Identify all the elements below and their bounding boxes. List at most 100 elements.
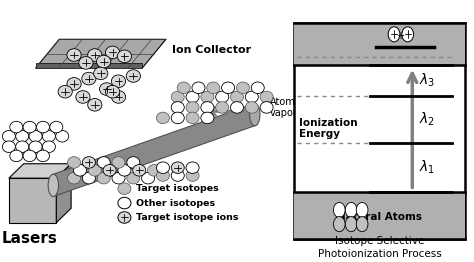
Text: Isotope Selective
Photoionization Process: Isotope Selective Photoionization Proces… <box>318 236 441 259</box>
Circle shape <box>230 102 244 113</box>
Text: $\lambda_1$: $\lambda_1$ <box>419 159 435 176</box>
Circle shape <box>251 82 264 94</box>
Circle shape <box>111 75 126 88</box>
Circle shape <box>97 55 111 68</box>
Circle shape <box>97 172 110 184</box>
Circle shape <box>186 91 199 103</box>
Circle shape <box>93 67 108 80</box>
Polygon shape <box>53 103 255 196</box>
Circle shape <box>23 150 36 162</box>
Circle shape <box>171 162 184 173</box>
Ellipse shape <box>48 174 58 196</box>
Circle shape <box>56 130 69 142</box>
Circle shape <box>221 82 235 94</box>
Circle shape <box>230 91 244 103</box>
Circle shape <box>111 91 126 103</box>
Circle shape <box>88 99 102 111</box>
Circle shape <box>171 170 184 181</box>
Circle shape <box>246 91 258 103</box>
Circle shape <box>79 57 93 69</box>
Circle shape <box>186 112 199 124</box>
Polygon shape <box>9 164 71 178</box>
Circle shape <box>88 165 101 176</box>
Circle shape <box>118 50 132 63</box>
Circle shape <box>177 82 190 94</box>
Circle shape <box>201 102 214 113</box>
Circle shape <box>346 217 357 232</box>
Circle shape <box>171 91 184 103</box>
Circle shape <box>2 141 15 152</box>
Circle shape <box>118 197 131 209</box>
Circle shape <box>201 112 214 124</box>
Text: Ionization
Energy: Ionization Energy <box>299 118 358 139</box>
Circle shape <box>216 102 229 113</box>
Circle shape <box>50 121 63 133</box>
Circle shape <box>29 141 42 152</box>
Circle shape <box>246 102 258 113</box>
Text: $\lambda_2$: $\lambda_2$ <box>419 111 435 128</box>
Text: Atomic
vapor: Atomic vapor <box>270 97 303 118</box>
Circle shape <box>142 172 155 184</box>
Circle shape <box>260 102 273 113</box>
Bar <box>294 23 465 65</box>
Circle shape <box>126 70 140 82</box>
Circle shape <box>100 83 114 95</box>
Circle shape <box>118 183 131 194</box>
Circle shape <box>82 72 96 85</box>
Text: Ion Collector: Ion Collector <box>172 45 251 55</box>
Circle shape <box>73 165 86 176</box>
Circle shape <box>103 165 116 176</box>
Text: +: + <box>396 30 404 41</box>
Circle shape <box>105 46 119 59</box>
Ellipse shape <box>250 103 260 126</box>
Circle shape <box>147 165 161 176</box>
Circle shape <box>29 130 42 142</box>
Circle shape <box>2 130 15 142</box>
Polygon shape <box>36 39 166 68</box>
Circle shape <box>97 157 110 168</box>
Circle shape <box>10 121 23 133</box>
Circle shape <box>23 121 36 133</box>
Circle shape <box>118 212 131 223</box>
Circle shape <box>67 49 81 61</box>
Bar <box>294 192 465 239</box>
Polygon shape <box>56 164 71 223</box>
Circle shape <box>133 165 146 176</box>
Circle shape <box>156 170 170 181</box>
Circle shape <box>186 170 199 181</box>
Polygon shape <box>36 63 142 68</box>
Circle shape <box>356 217 368 232</box>
Circle shape <box>16 130 29 142</box>
Circle shape <box>156 162 170 173</box>
Circle shape <box>346 203 357 217</box>
Text: Other isotopes: Other isotopes <box>136 199 215 208</box>
Circle shape <box>112 172 125 184</box>
Circle shape <box>10 150 23 162</box>
Circle shape <box>67 78 81 90</box>
Circle shape <box>88 49 102 61</box>
Circle shape <box>156 112 170 124</box>
Text: Target isotopes: Target isotopes <box>136 184 219 193</box>
Circle shape <box>82 157 95 168</box>
Text: $\lambda_3$: $\lambda_3$ <box>419 72 435 89</box>
Circle shape <box>237 82 249 94</box>
Circle shape <box>67 157 81 168</box>
Circle shape <box>207 82 220 94</box>
Circle shape <box>171 112 184 124</box>
Circle shape <box>58 85 73 98</box>
Circle shape <box>192 82 205 94</box>
Circle shape <box>216 91 229 103</box>
Circle shape <box>112 157 125 168</box>
Text: Lasers: Lasers <box>2 231 57 245</box>
Circle shape <box>16 141 29 152</box>
Circle shape <box>42 141 55 152</box>
Circle shape <box>127 157 140 168</box>
Circle shape <box>171 102 184 113</box>
Circle shape <box>333 203 345 217</box>
Text: Target isotope ions: Target isotope ions <box>136 213 238 222</box>
Circle shape <box>36 150 49 162</box>
Polygon shape <box>9 178 56 223</box>
Circle shape <box>36 121 49 133</box>
Circle shape <box>127 172 140 184</box>
Circle shape <box>186 162 199 173</box>
